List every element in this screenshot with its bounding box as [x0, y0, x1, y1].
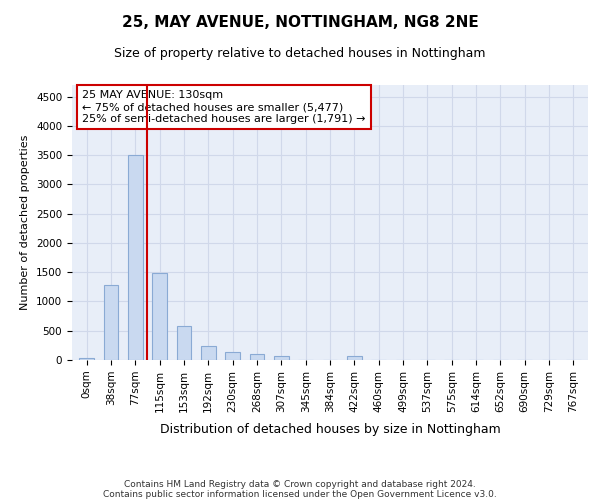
Bar [250, 354, 264, 360]
Y-axis label: Number of detached properties: Number of detached properties [20, 135, 31, 310]
Bar [128, 155, 143, 360]
Text: Size of property relative to detached houses in Nottingham: Size of property relative to detached ho… [114, 48, 486, 60]
Bar [79, 358, 94, 360]
Bar [226, 352, 240, 360]
Text: 25, MAY AVENUE, NOTTINGHAM, NG8 2NE: 25, MAY AVENUE, NOTTINGHAM, NG8 2NE [122, 15, 478, 30]
Text: Contains HM Land Registry data © Crown copyright and database right 2024.
Contai: Contains HM Land Registry data © Crown c… [103, 480, 497, 500]
Bar [104, 285, 118, 360]
Bar [176, 326, 191, 360]
Bar [274, 356, 289, 360]
Bar [152, 274, 167, 360]
Bar [347, 356, 362, 360]
Bar [201, 346, 215, 360]
Text: Distribution of detached houses by size in Nottingham: Distribution of detached houses by size … [160, 422, 500, 436]
Text: 25 MAY AVENUE: 130sqm
← 75% of detached houses are smaller (5,477)
25% of semi-d: 25 MAY AVENUE: 130sqm ← 75% of detached … [82, 90, 366, 124]
